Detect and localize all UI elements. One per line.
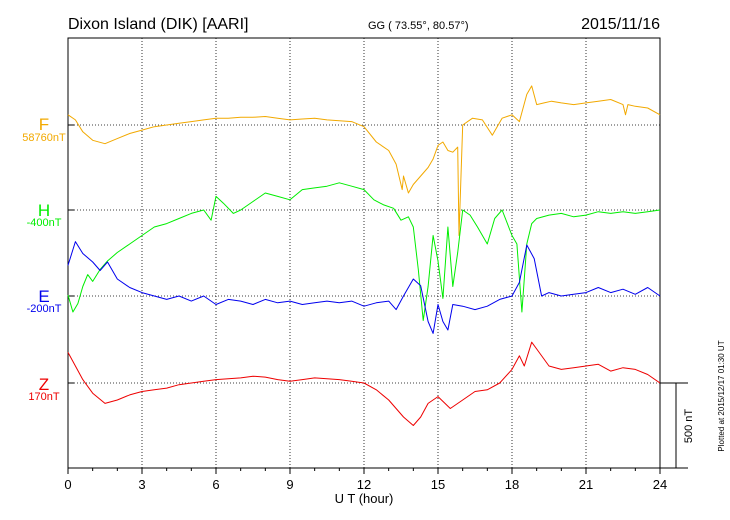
series-trace-z (67, 341, 661, 426)
series-traces (67, 85, 661, 426)
x-axis-ticks: 0 3 6 9 12 15 18 21 24 (64, 468, 667, 492)
x-tick-label-24: 24 (653, 477, 667, 492)
series-name-e: E (38, 287, 49, 306)
series-name-h: H (38, 201, 50, 220)
coordinates-label: GG ( 73.55°, 80.57°) (368, 20, 469, 32)
x-tick-label-3: 3 (138, 477, 145, 492)
x-tick-label-9: 9 (286, 477, 293, 492)
x-tick-label-15: 15 (431, 477, 445, 492)
plotted-note: Plotted at 2015/12/17 01:30 UT (717, 340, 726, 451)
grid-lines (141, 38, 587, 468)
x-tick-label-12: 12 (357, 477, 371, 492)
scale-label: 500 nT (683, 409, 695, 444)
series-baseline-h: -400nT (27, 217, 62, 229)
x-tick-label-18: 18 (505, 477, 519, 492)
series-trace-f (67, 85, 661, 236)
series-baseline-z: 170nT (28, 391, 59, 403)
x-axis-label: U T (hour) (335, 491, 394, 506)
scale-bar: 500 nT (660, 382, 695, 469)
x-tick-label-0: 0 (64, 477, 71, 492)
series-trace-e (67, 241, 661, 334)
chart-title: Dixon Island (DIK) [AARI] (68, 16, 249, 33)
series-name-z: Z (39, 375, 49, 394)
series-baselines (68, 124, 660, 384)
series-baseline-f: 58760nT (22, 132, 66, 144)
series-baseline-e: -200nT (27, 303, 62, 315)
series-name-f: F (39, 115, 49, 134)
plot-frame (67, 37, 661, 469)
x-tick-label-21: 21 (579, 477, 593, 492)
series-trace-h (67, 182, 661, 321)
x-tick-label-6: 6 (212, 477, 219, 492)
date-label: 2015/11/16 (581, 16, 660, 33)
